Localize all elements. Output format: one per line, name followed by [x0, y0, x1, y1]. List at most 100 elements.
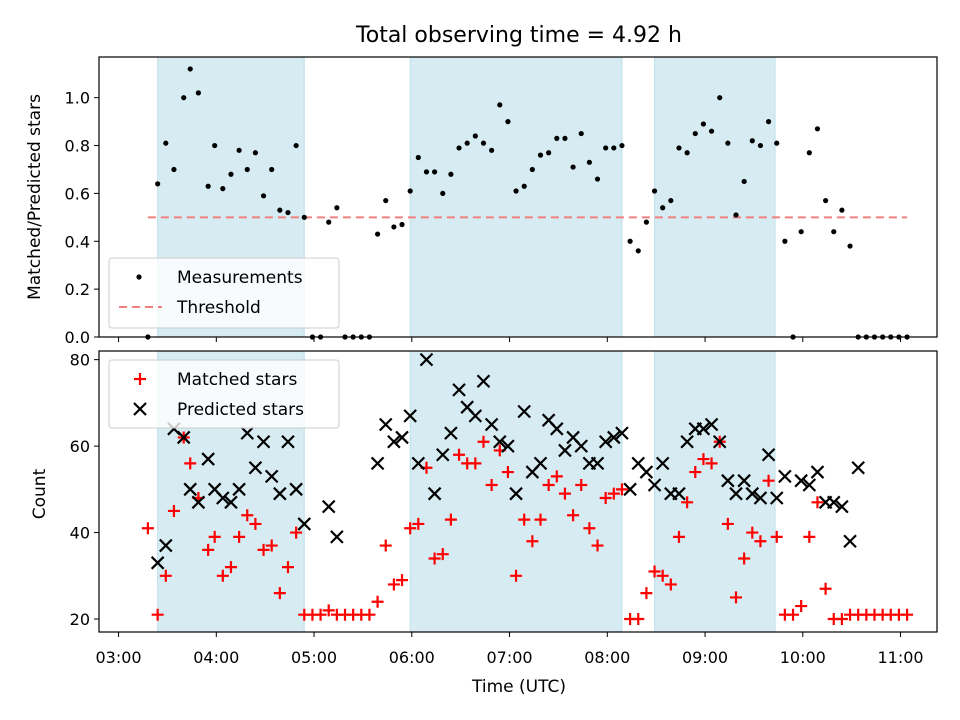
measurement-point [643, 219, 650, 225]
measurement-point [293, 142, 299, 149]
predicted-star-point [403, 409, 417, 423]
predicted-star-point [452, 383, 466, 397]
predicted-star-point [191, 495, 206, 510]
measurement-point [570, 164, 576, 170]
predicted-star-point [615, 426, 629, 440]
measurement-point [244, 166, 250, 173]
predicted-star-point [297, 517, 312, 531]
x-tick-label: 06:00 [389, 648, 435, 667]
predicted-star-point [370, 456, 385, 471]
predicted-star-point [802, 478, 817, 492]
predicted-star-point [826, 495, 841, 510]
matched-star-point [615, 483, 628, 496]
matched-star-point [542, 479, 555, 492]
measurement-point [228, 171, 234, 177]
matched-star-point [558, 487, 571, 500]
bottom-y-ticks: 20 40 60 80 [70, 351, 99, 629]
predicted-stars-series [150, 352, 865, 570]
matched-star-point [387, 578, 400, 591]
top-x-ticks [118, 337, 902, 342]
measurement-point [546, 150, 552, 156]
measurement-point [448, 171, 454, 177]
measurement-point [823, 197, 829, 204]
measurement-point [537, 152, 544, 158]
matched-star-point [591, 539, 604, 552]
measurement-point [334, 205, 340, 211]
matched-star-point [363, 608, 376, 621]
matched-star-point [901, 608, 914, 621]
matched-star-point [754, 535, 767, 548]
matched-star-point [322, 604, 335, 617]
shaded-interval [409, 350, 623, 633]
measurement-point [627, 238, 633, 244]
measurement-point [407, 188, 413, 194]
predicted-star-point [729, 486, 743, 501]
matched-star-point [501, 466, 514, 479]
predicted-star-point [704, 417, 719, 432]
matched-star-point [648, 565, 661, 578]
shaded-interval [654, 56, 776, 338]
matched-star-point [819, 582, 832, 595]
matched-star-point [811, 496, 824, 509]
measurement-point [391, 224, 397, 230]
matched-star-point [208, 530, 221, 543]
matched-star-point [412, 517, 425, 530]
y-tick-label: 0.0 [65, 328, 90, 347]
measurement-point [798, 229, 804, 235]
measurement-point [497, 102, 503, 108]
measurement-point [847, 243, 853, 249]
top-shaded-intervals [157, 56, 776, 338]
matched-star-point [697, 453, 710, 466]
y-tick-label: 0.6 [65, 184, 90, 203]
matched-star-point [721, 517, 734, 530]
matched-star-point [770, 530, 783, 543]
predicted-star-point [761, 447, 776, 462]
matched-star-point [141, 522, 154, 535]
bottom-legend-box [108, 359, 340, 429]
measurement-point [774, 140, 780, 146]
matched-star-point [265, 539, 278, 552]
measurement-point [562, 135, 568, 141]
matched-star-point [730, 591, 743, 604]
measurement-point [260, 193, 267, 199]
measurement-point [806, 150, 812, 156]
matched-star-point [241, 509, 254, 522]
matched-star-point [656, 569, 669, 582]
measurement-point [480, 140, 487, 146]
x-tick-label: 09:00 [682, 648, 728, 667]
matched-star-point [689, 466, 702, 479]
predicted-star-point [321, 499, 336, 514]
predicted-star-point [281, 435, 295, 449]
matched-star-point [257, 543, 270, 556]
x-tick-label: 03:00 [95, 648, 141, 667]
x-tick-label: 04:00 [193, 648, 239, 667]
measurement-point [692, 130, 698, 137]
measurement-point [301, 214, 307, 220]
x-tick-label: 08:00 [584, 648, 630, 667]
x-tick-label: 07:00 [486, 648, 532, 667]
matched-star-point [281, 561, 294, 574]
matched-star-point [518, 513, 531, 526]
predicted-star-point [492, 435, 507, 449]
matched-star-point [404, 522, 417, 535]
measurement-point [586, 159, 592, 165]
matched-star-point [567, 509, 580, 522]
measurement-point [782, 238, 788, 244]
measurement-point [814, 126, 821, 132]
legend-matched-label: Matched stars [177, 370, 297, 390]
measurement-point [212, 142, 218, 149]
predicted-star-point [387, 435, 401, 449]
top-y-axis-label: Matched/Predicted stars [25, 94, 45, 300]
predicted-star-point [395, 430, 409, 445]
matched-star-point [151, 608, 164, 621]
predicted-star-point [851, 460, 865, 475]
legend-measurements-label: Measurements [177, 268, 303, 288]
measurement-point [603, 145, 609, 151]
top-y-ticks: 0.0 0.2 0.4 0.6 0.8 1.0 [65, 89, 99, 347]
predicted-star-point [655, 456, 670, 471]
matched-star-point [738, 552, 751, 565]
predicted-star-point [248, 460, 263, 475]
x-tick-label: 10:00 [780, 648, 826, 667]
matched-star-point [469, 457, 482, 470]
matched-star-point [534, 513, 547, 526]
